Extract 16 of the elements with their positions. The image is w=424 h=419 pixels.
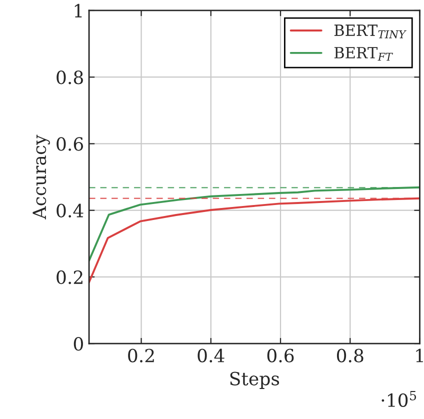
y-tick-label: 0.2 [56, 270, 82, 284]
x-tick-label: 0.2 [128, 348, 154, 362]
legend-label: BERT$_{FT}$ [334, 47, 394, 61]
y-axis-title: Accuracy [32, 134, 50, 220]
y-tick-label: 0.6 [56, 137, 84, 151]
legend-label: BERT$_{TINY}$ [334, 24, 406, 38]
x-tick-label: 0.4 [198, 348, 224, 362]
y-tick-label: 0.4 [56, 204, 84, 218]
y-tick-label: 0 [74, 337, 83, 351]
x-tick-label: 0.6 [267, 348, 294, 362]
x-tick-label: 1 [416, 348, 423, 362]
y-tick-label: 0.8 [56, 70, 83, 84]
text: ·10$^{5}$ [382, 390, 416, 408]
x-tick-label: 0.8 [336, 348, 364, 362]
y-tick-label: 1 [74, 4, 82, 18]
x-axis-title: Steps [230, 372, 280, 389]
